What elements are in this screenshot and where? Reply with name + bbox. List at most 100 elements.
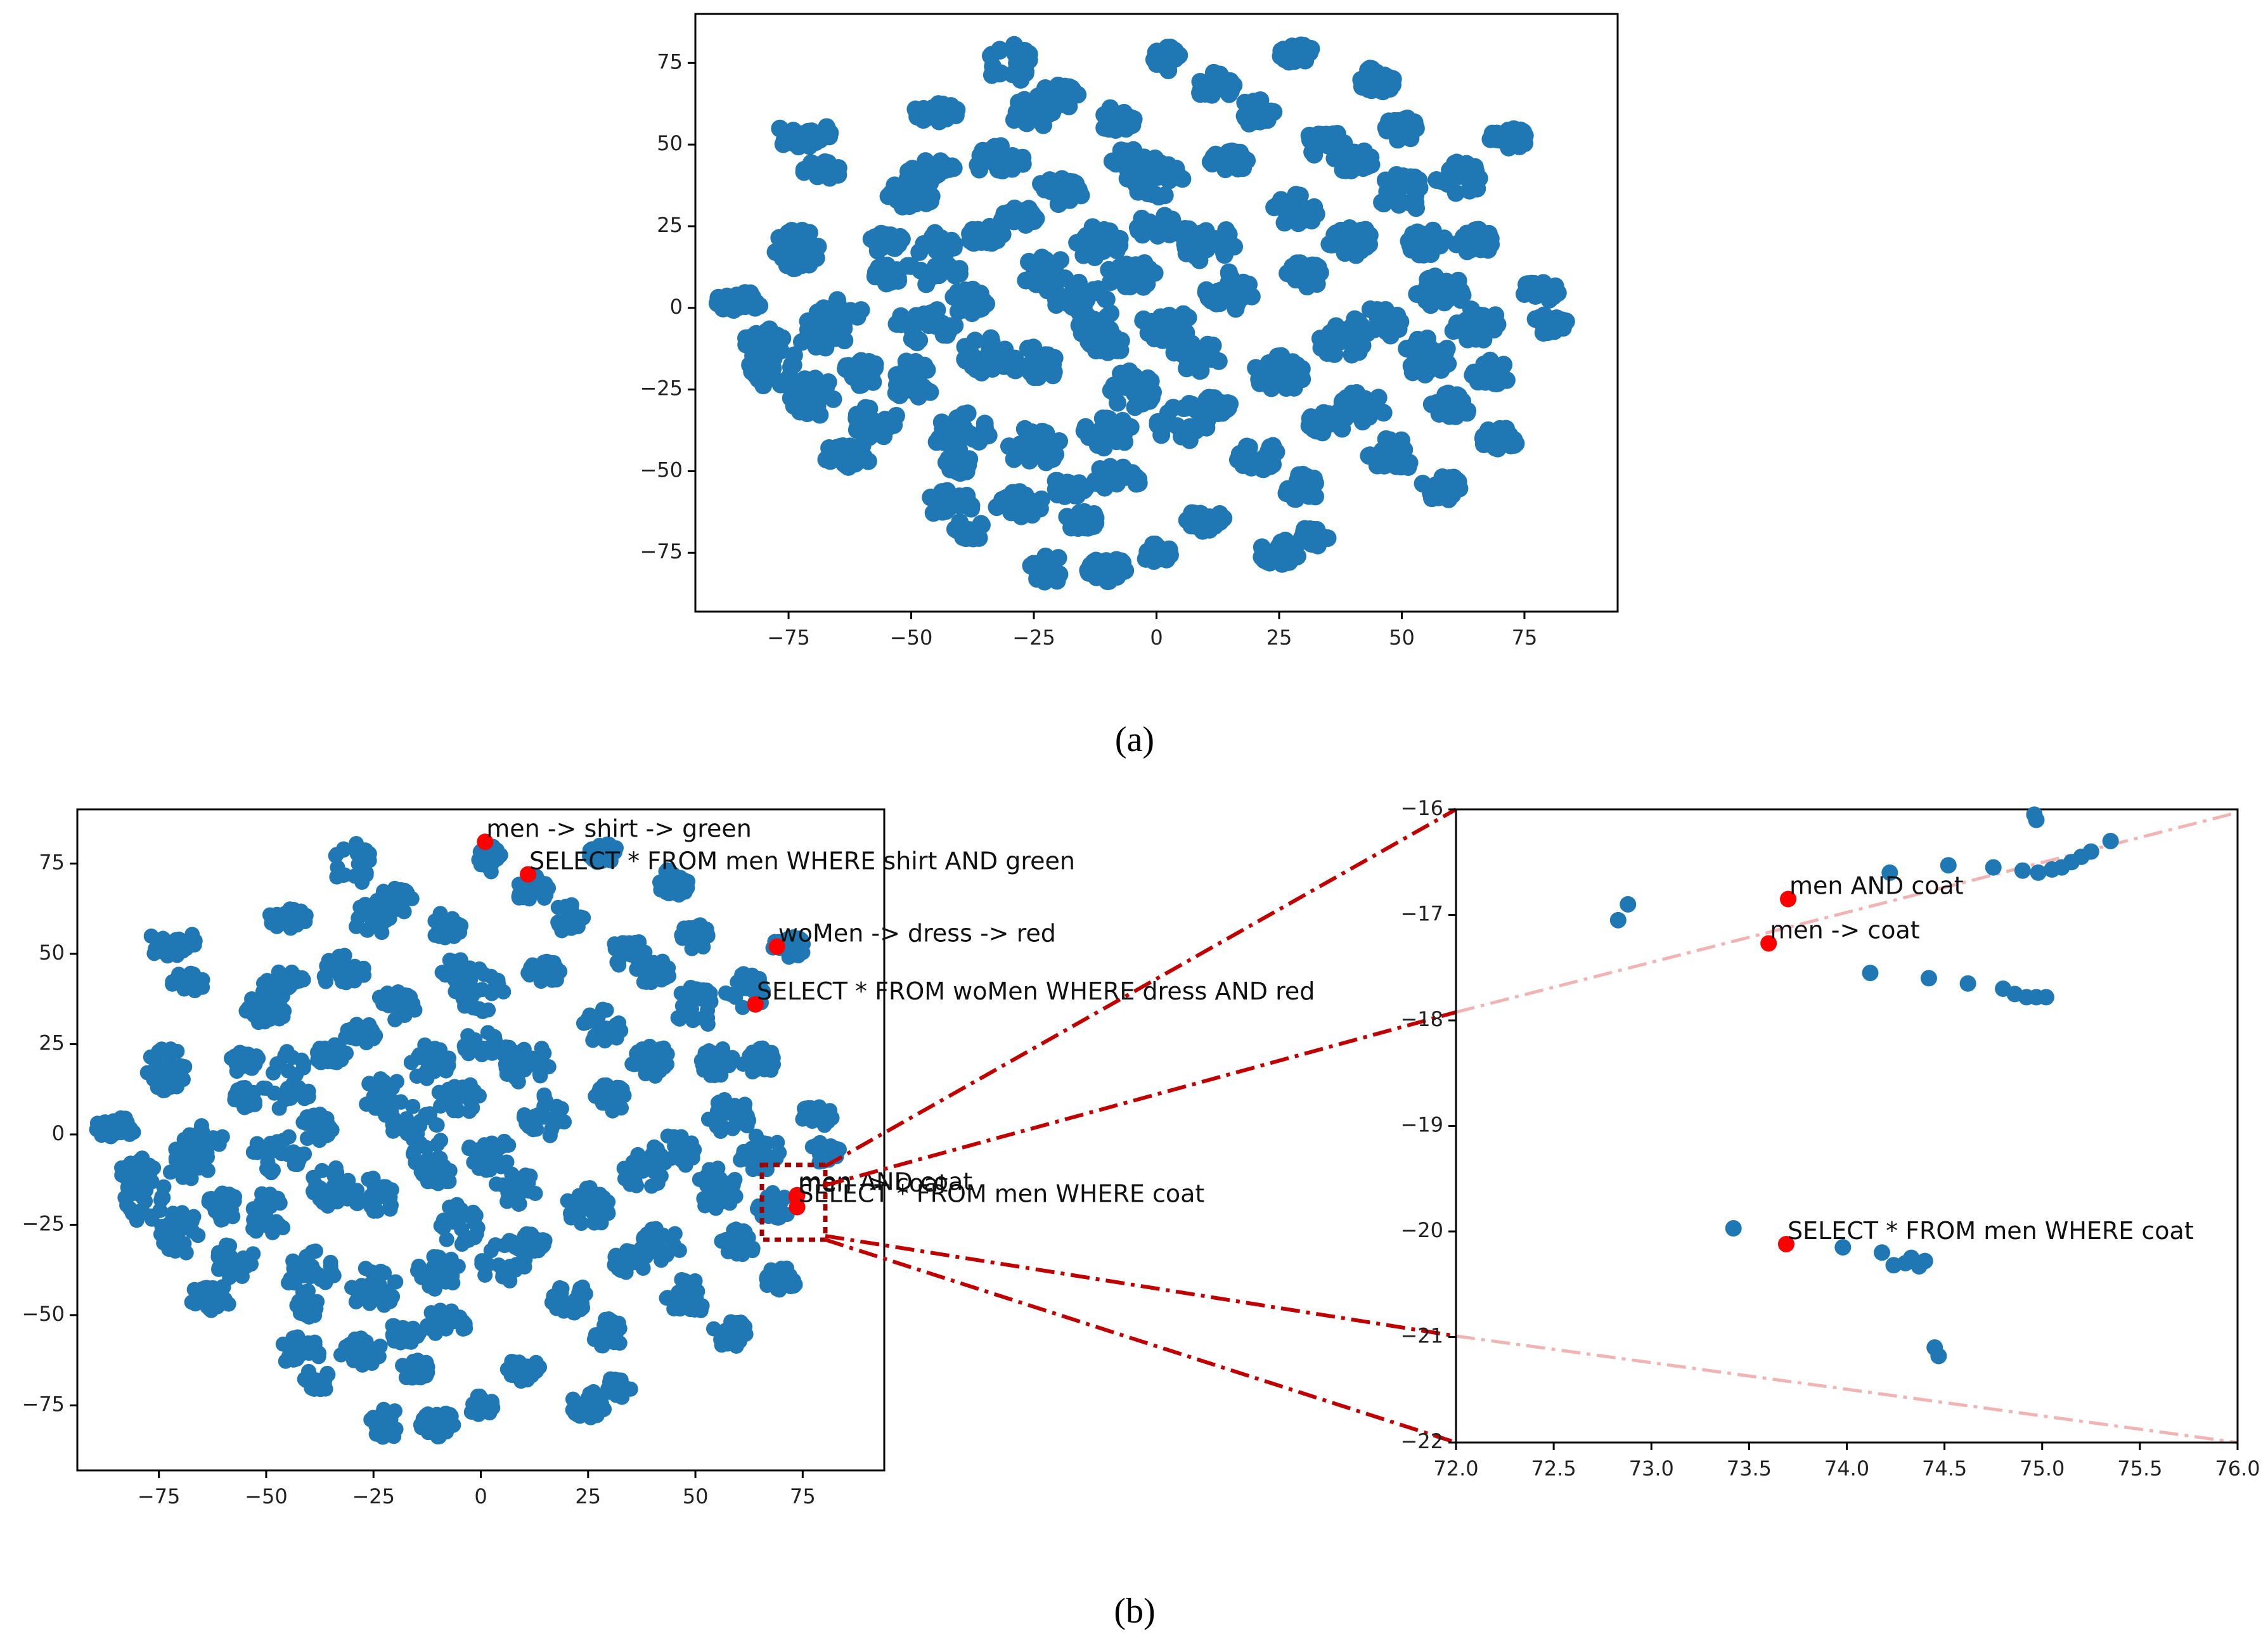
cluster-point	[575, 1300, 591, 1316]
cluster-point	[190, 1228, 206, 1244]
cluster-point	[718, 985, 733, 1001]
cluster-point	[1159, 404, 1177, 422]
cluster-point	[506, 1260, 522, 1276]
cluster-point	[922, 304, 940, 323]
cluster-point	[1013, 358, 1031, 376]
cluster-point	[678, 877, 693, 892]
cluster-point	[358, 842, 374, 858]
cluster-point	[315, 1195, 331, 1211]
cluster-point	[296, 1114, 312, 1130]
cluster-point	[330, 859, 345, 875]
cluster-point	[427, 1281, 442, 1297]
cluster-point	[766, 243, 785, 261]
cluster-point	[1107, 432, 1126, 451]
cluster-point	[1353, 77, 1371, 96]
cluster-point	[360, 1351, 376, 1367]
cluster-point	[1292, 369, 1311, 387]
cluster-point	[824, 1110, 840, 1126]
cluster-point	[318, 1051, 334, 1067]
cluster-point	[1258, 552, 1277, 570]
cluster-point	[1047, 481, 1066, 499]
cluster-point	[1069, 181, 1088, 199]
cluster-point	[158, 1222, 174, 1238]
cluster-point	[1412, 239, 1430, 257]
cluster-point	[702, 986, 718, 1001]
cluster-point	[842, 438, 861, 456]
cluster-point	[1215, 77, 1234, 95]
cluster-point	[1114, 458, 1132, 477]
cluster-point	[468, 1207, 484, 1223]
panel-a-clusters	[708, 35, 1575, 591]
cluster-point	[1242, 287, 1261, 305]
cluster-point	[692, 1171, 707, 1187]
cluster-point	[586, 1384, 602, 1399]
cluster-point	[301, 1346, 317, 1361]
cluster-point	[660, 1290, 676, 1306]
cluster-point	[361, 1171, 377, 1187]
cluster-point	[358, 1261, 373, 1276]
cluster-point	[1355, 142, 1374, 160]
cluster-point	[747, 325, 766, 343]
cluster-point	[187, 933, 203, 949]
cluster-point	[432, 1150, 448, 1166]
cluster-point	[868, 241, 887, 260]
cluster-point	[822, 318, 841, 337]
cluster-point	[988, 498, 1006, 517]
cluster-point	[821, 452, 839, 470]
cluster-point	[368, 1275, 383, 1291]
cluster-point	[188, 1148, 204, 1164]
cluster-point	[1490, 360, 1509, 378]
cluster-point	[1178, 359, 1196, 378]
cluster-point	[123, 1155, 139, 1171]
cluster-point	[282, 974, 298, 990]
cluster-point	[435, 913, 451, 929]
cluster-point	[1408, 330, 1427, 349]
cluster-point	[1017, 114, 1036, 132]
cluster-point	[934, 433, 953, 451]
cluster-point	[785, 346, 803, 364]
cluster-point	[951, 513, 969, 531]
cluster-point	[598, 1077, 614, 1093]
cluster-point	[1506, 128, 1524, 146]
cluster-point	[1469, 373, 1487, 391]
cluster-point	[269, 1214, 285, 1230]
cluster-point	[786, 248, 804, 267]
cluster-point	[227, 1048, 243, 1064]
cluster-point	[200, 1162, 216, 1178]
cluster-point	[382, 1198, 398, 1214]
cluster-point	[709, 1119, 725, 1134]
cluster-point	[171, 1161, 187, 1177]
cluster-point	[427, 1325, 443, 1341]
cluster-point	[838, 303, 856, 321]
cluster-point	[542, 1128, 558, 1143]
cluster-point	[476, 967, 492, 982]
cluster-point	[1438, 290, 1457, 309]
cluster-point	[527, 1185, 543, 1201]
cluster-point	[945, 288, 963, 306]
cluster-point	[216, 1205, 231, 1221]
cluster-point	[1056, 269, 1074, 288]
cluster-point	[385, 1123, 401, 1139]
cluster-point	[790, 129, 808, 147]
cluster-point	[156, 1179, 172, 1195]
cluster-point	[616, 935, 632, 951]
x-tick-label: 75	[1512, 626, 1538, 650]
cluster-point	[1337, 389, 1356, 407]
cluster-point	[361, 1076, 377, 1091]
cluster-point	[1377, 322, 1395, 340]
cluster-point	[735, 1102, 751, 1118]
cluster-point	[129, 1212, 145, 1228]
cluster-point	[1261, 438, 1279, 456]
cluster-point	[534, 1041, 550, 1057]
cluster-point	[490, 1141, 506, 1157]
cluster-point	[655, 953, 671, 969]
cluster-point	[553, 1285, 569, 1301]
cluster-point	[1086, 231, 1104, 249]
cluster-point	[1039, 555, 1057, 574]
cluster-point	[275, 1336, 291, 1352]
cluster-point	[704, 1060, 720, 1076]
cluster-point	[837, 456, 856, 475]
cluster-point	[835, 319, 853, 338]
cluster-point	[397, 882, 413, 898]
y-tick-label: −50	[640, 458, 683, 482]
